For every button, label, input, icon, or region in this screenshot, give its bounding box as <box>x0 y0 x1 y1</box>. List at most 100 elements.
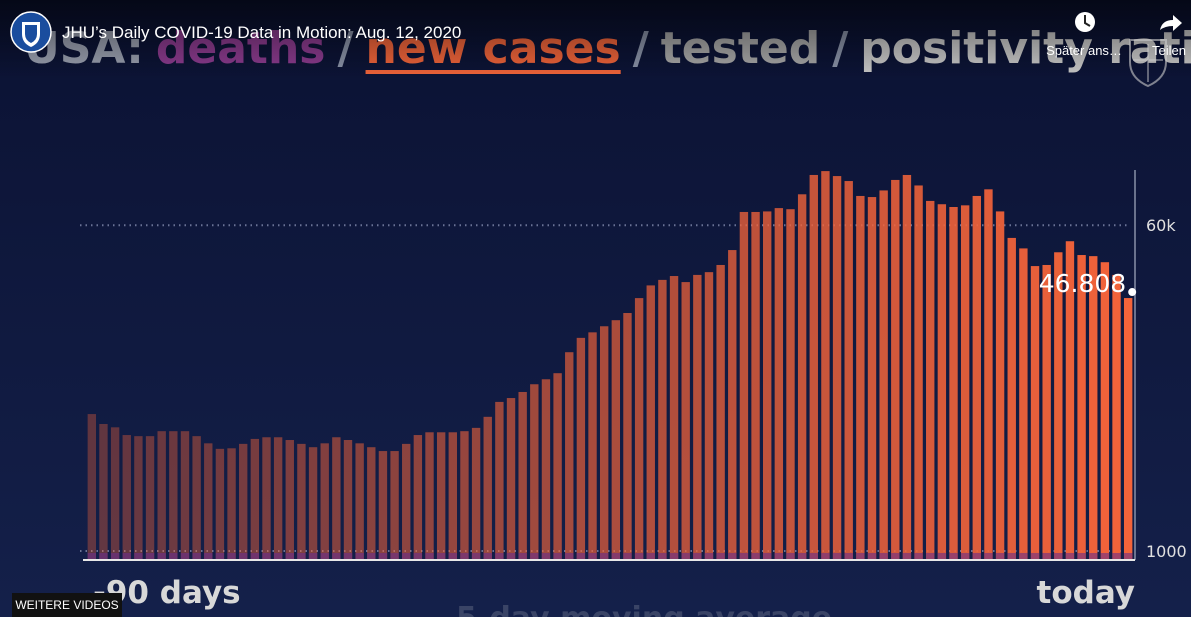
death-strip <box>914 553 923 560</box>
value-dot <box>1128 288 1137 297</box>
bar <box>681 282 690 560</box>
death-strip <box>180 553 190 560</box>
death-strip <box>739 553 749 560</box>
death-strip <box>856 553 865 560</box>
bar <box>856 195 865 560</box>
bar <box>169 431 178 560</box>
bar <box>1065 241 1075 560</box>
bar <box>797 194 807 560</box>
bar <box>832 176 842 560</box>
bar <box>1100 262 1110 560</box>
bar <box>390 451 399 560</box>
death-strip <box>681 553 690 560</box>
death-strip <box>972 553 981 560</box>
bar <box>87 414 97 560</box>
bar <box>1123 298 1133 560</box>
death-strip <box>320 553 329 560</box>
bar <box>1112 274 1121 560</box>
bar <box>99 424 108 560</box>
death-strip <box>658 553 667 560</box>
bar <box>378 451 388 560</box>
death-strip <box>693 553 702 560</box>
death-strip <box>984 553 993 560</box>
watermark <box>1129 39 1167 88</box>
share[interactable]: Teilen <box>1152 15 1186 58</box>
bar <box>122 435 131 560</box>
death-strip <box>285 553 294 560</box>
title-overlay <box>0 0 1191 80</box>
bar <box>343 440 353 560</box>
death-strip <box>565 553 574 560</box>
death-strip <box>716 553 725 560</box>
death-strip <box>530 553 539 560</box>
death-strip <box>495 553 504 560</box>
bar <box>1030 266 1040 560</box>
death-strip <box>1007 553 1016 560</box>
share-label[interactable]: Teilen <box>1152 43 1186 58</box>
watch-later-label[interactable]: Später ans… <box>1046 43 1122 58</box>
bar <box>704 272 714 560</box>
bar <box>751 211 760 560</box>
bar <box>332 437 341 560</box>
death-strip <box>215 553 225 560</box>
bar <box>134 436 143 560</box>
death-strip <box>553 553 562 560</box>
death-strip <box>937 553 947 560</box>
death-strip <box>623 553 632 560</box>
death-strip <box>343 553 353 560</box>
death-strip <box>483 553 492 560</box>
more-videos[interactable]: WEITERE VIDEOS <box>15 598 118 612</box>
death-strip <box>1100 553 1110 560</box>
death-strip <box>867 553 877 560</box>
death-strip <box>809 553 818 560</box>
death-strip <box>250 553 260 560</box>
death-strip <box>1077 553 1086 560</box>
death-strip <box>122 553 131 560</box>
bar <box>937 204 947 560</box>
death-strip <box>797 553 807 560</box>
death-strip <box>588 553 597 560</box>
bar <box>553 373 562 560</box>
bar <box>541 379 551 560</box>
bar <box>774 208 784 560</box>
death-strip <box>227 553 236 560</box>
bar <box>809 174 818 561</box>
bar <box>320 443 329 560</box>
death-strip <box>844 553 853 560</box>
bar <box>902 174 912 561</box>
bar <box>204 443 213 560</box>
bar <box>914 185 923 560</box>
death-strip <box>891 553 900 560</box>
death-strip <box>506 553 516 560</box>
death-strip <box>763 553 772 560</box>
watch-later[interactable]: Später ans… <box>1046 12 1122 58</box>
death-strip <box>169 553 178 560</box>
bar <box>786 209 795 560</box>
death-strip <box>460 553 469 560</box>
bar <box>1007 237 1016 560</box>
death-strip <box>157 553 166 560</box>
bar <box>355 443 364 560</box>
death-strip <box>110 553 120 560</box>
death-strip <box>378 553 388 560</box>
bar <box>250 438 260 560</box>
bar <box>436 432 446 560</box>
bar <box>530 384 539 560</box>
video-title[interactable]: JHU’s Daily COVID-19 Data in Motion: Aug… <box>62 23 461 42</box>
bar <box>483 416 492 560</box>
bar <box>821 171 830 560</box>
bar <box>413 435 423 560</box>
bar <box>448 432 457 560</box>
channel-logo[interactable] <box>10 11 52 53</box>
bar <box>215 448 225 560</box>
bar <box>1019 248 1028 560</box>
death-strip <box>297 553 306 560</box>
bar <box>145 436 155 560</box>
death-strip <box>669 553 679 560</box>
death-strip <box>774 553 784 560</box>
bar <box>367 447 376 560</box>
bar <box>565 352 574 560</box>
death-strip <box>704 553 714 560</box>
death-strip <box>262 553 271 560</box>
more-videos-bg[interactable] <box>12 593 122 617</box>
